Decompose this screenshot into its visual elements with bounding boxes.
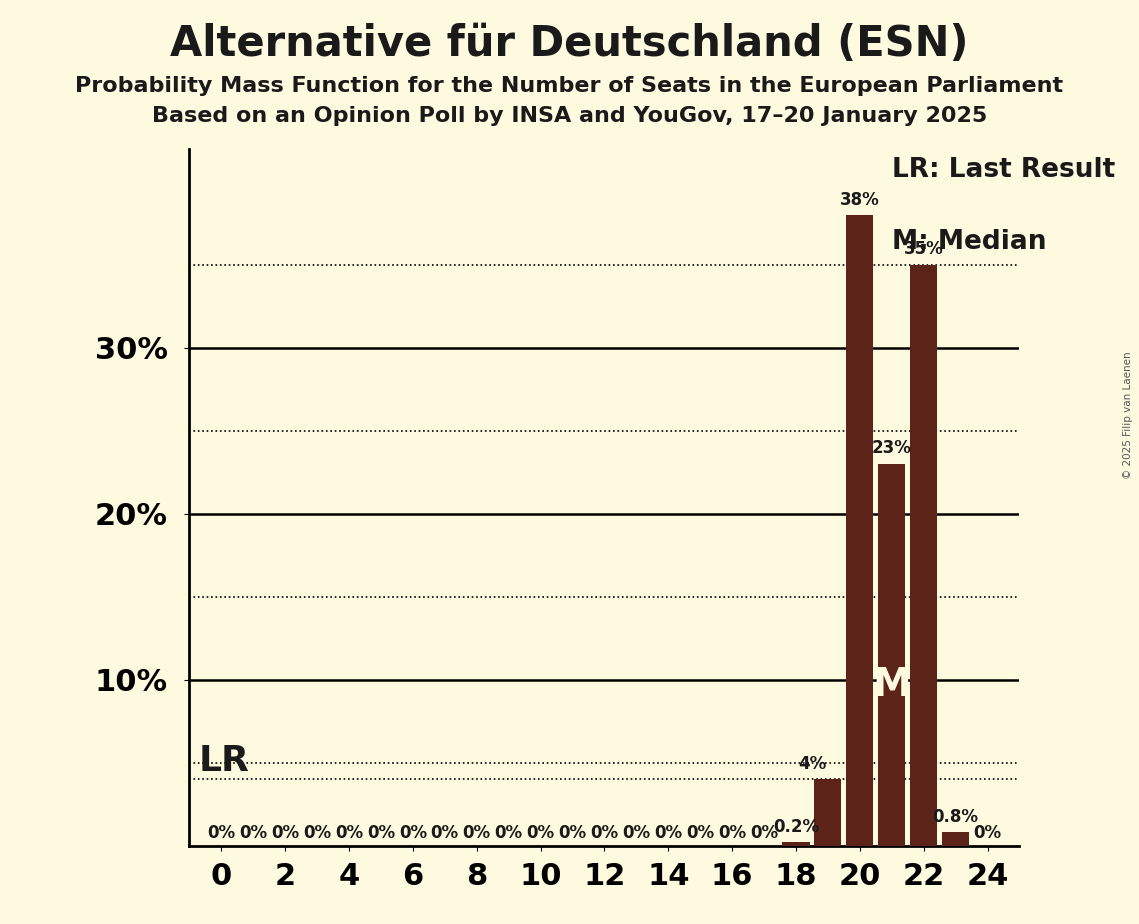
Text: Based on an Opinion Poll by INSA and YouGov, 17–20 January 2025: Based on an Opinion Poll by INSA and You… (151, 106, 988, 127)
Bar (782, 843, 810, 845)
Text: Probability Mass Function for the Number of Seats in the European Parliament: Probability Mass Function for the Number… (75, 76, 1064, 96)
Text: M: Median: M: Median (892, 228, 1047, 255)
Text: 0%: 0% (399, 824, 427, 843)
Text: 0%: 0% (494, 824, 523, 843)
Text: 0%: 0% (303, 824, 331, 843)
Text: 0%: 0% (526, 824, 555, 843)
Text: LR: Last Result: LR: Last Result (892, 157, 1115, 183)
Text: 0%: 0% (431, 824, 459, 843)
Text: 0%: 0% (462, 824, 491, 843)
Bar (846, 215, 874, 845)
Text: 0%: 0% (207, 824, 236, 843)
Text: 0%: 0% (335, 824, 363, 843)
Text: 4%: 4% (798, 755, 826, 772)
Text: 38%: 38% (839, 190, 879, 209)
Text: 0.2%: 0.2% (773, 818, 819, 835)
Text: 0%: 0% (239, 824, 268, 843)
Text: 0%: 0% (654, 824, 682, 843)
Text: 0%: 0% (590, 824, 618, 843)
Text: 0%: 0% (622, 824, 650, 843)
Text: 0%: 0% (558, 824, 587, 843)
Bar (942, 833, 969, 845)
Text: 0%: 0% (749, 824, 778, 843)
Bar (814, 779, 842, 845)
Text: 0%: 0% (718, 824, 746, 843)
Text: 35%: 35% (904, 240, 943, 259)
Text: 0%: 0% (686, 824, 714, 843)
Text: M: M (872, 666, 911, 704)
Text: 0%: 0% (367, 824, 395, 843)
Text: 0%: 0% (271, 824, 300, 843)
Text: © 2025 Filip van Laenen: © 2025 Filip van Laenen (1123, 351, 1133, 479)
Bar (910, 265, 937, 845)
Text: 0.8%: 0.8% (933, 808, 978, 826)
Text: Alternative für Deutschland (ESN): Alternative für Deutschland (ESN) (170, 23, 969, 65)
Text: 0%: 0% (974, 824, 1001, 843)
Text: 23%: 23% (871, 440, 911, 457)
Text: LR: LR (199, 744, 249, 778)
Bar (878, 464, 906, 845)
